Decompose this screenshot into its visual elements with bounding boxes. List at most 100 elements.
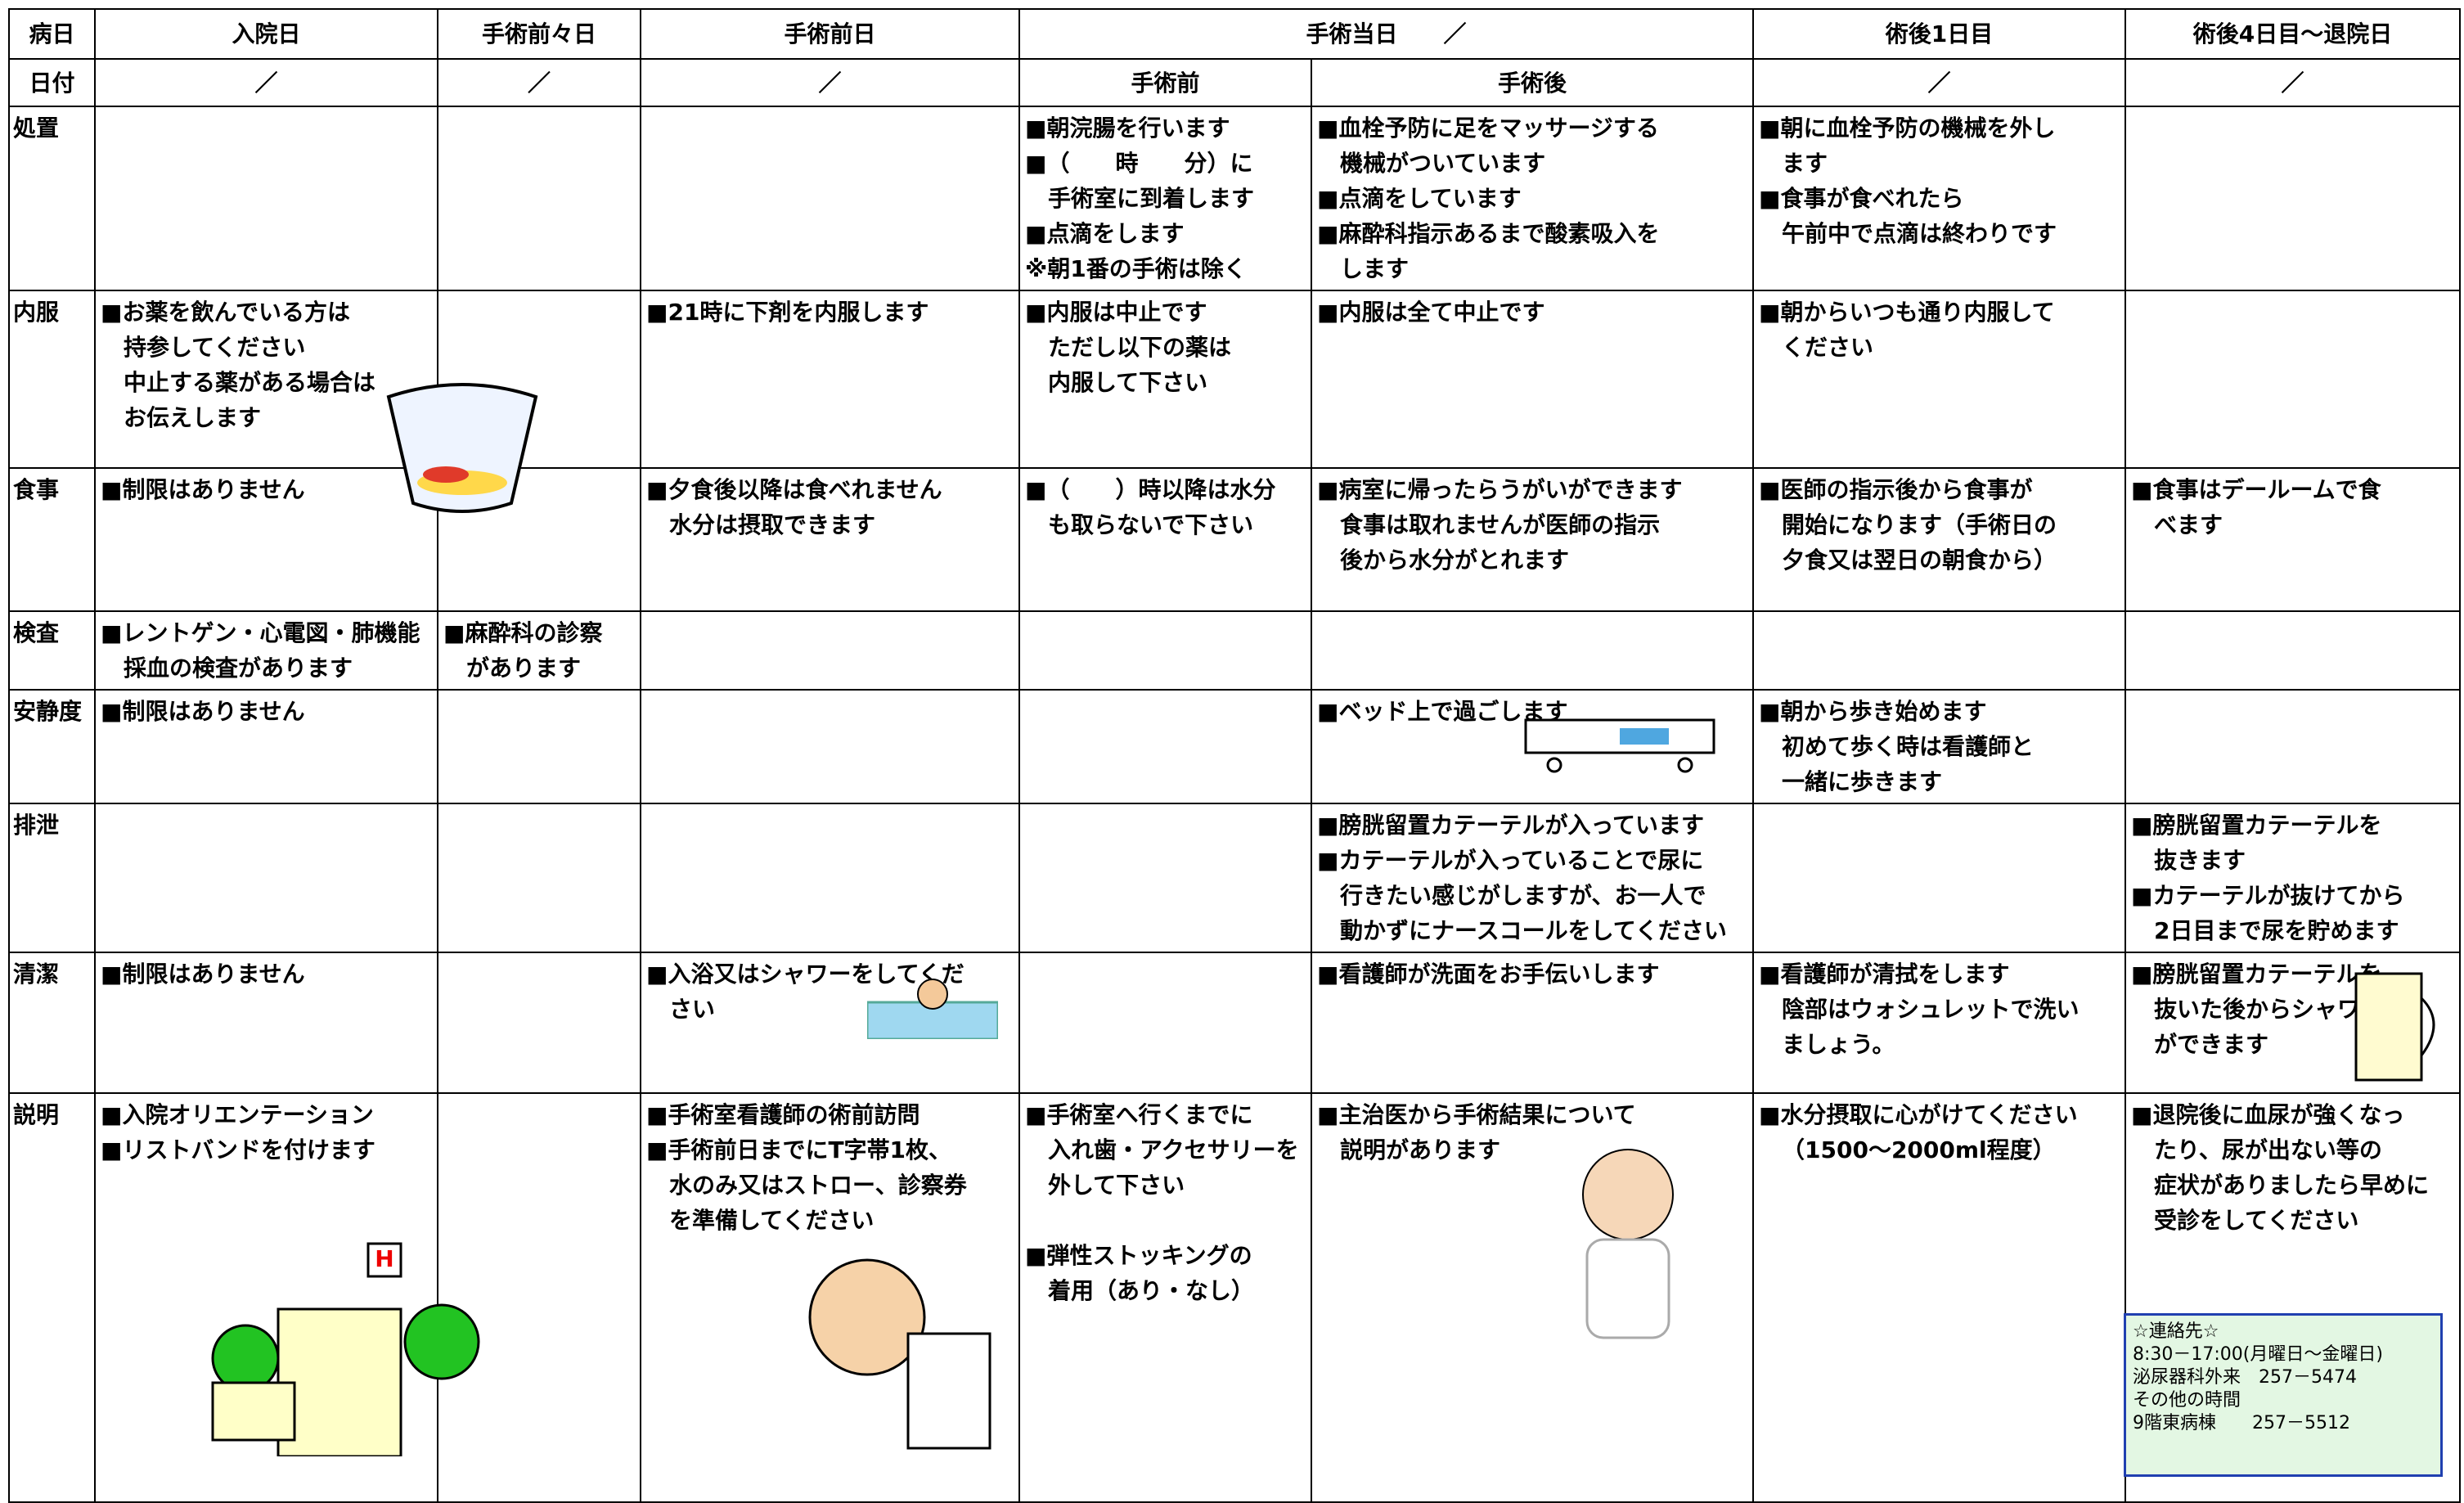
cell-line: 着用（あり・なし） [1048,1277,1255,1304]
cell: ■膀胱留置カテーテルが入っています ■カテーテルが入っていることで尿に 行きたい感じ… [1310,803,1755,953]
cell-line: （1500～2000ml程度） [1782,1136,2056,1163]
cell: ■お薬を飲んでいる方は 持参してください 中止する薬がある場合は お伝えします [94,290,438,469]
cell-line: ■朝に血栓予防の機械を外し [1759,115,2056,142]
cell-line: 抜いた後からシャワー [2154,996,2384,1023]
cell [1018,610,1312,691]
cell-line: ■手術室看護師の術前訪問 [646,1101,920,1128]
bath-illustration [867,979,998,1039]
cell-line: を準備してください [669,1207,875,1234]
cell: ■内服は中止です ただし以下の薬は 内服して下さい [1018,290,1312,469]
cell: ■食事はデールームで食 べます [2125,467,2462,612]
cell [437,952,641,1094]
cell [2125,290,2462,469]
nurse-illustration [808,1258,991,1450]
cell-line: 持参してください [124,334,306,361]
header-cell: 病日 [8,8,96,60]
pathway-row: 内服 ■お薬を飲んでいる方は 持参してください 中止する薬がある場合は お伝えします ■2… [8,290,2462,469]
cell-line: ■手術室へ行くまでに [1025,1101,1253,1128]
contact-line: 9階東病棟 257－5512 [2133,1413,2350,1433]
header-cell: ／ [1752,58,2127,107]
paragraph: ■主治医から手術結果について 説明があります [1317,1097,1747,1168]
cell-line: 外して下さい [1048,1172,1185,1199]
paragraph: ■膀胱留置カテーテルを 抜きます ■カテーテルが抜けてから 2日目まで尿を貯めます [2131,808,2454,948]
header-row: 病日 入院日 手術前々日 手術前日 手術当日 ／術後1日目 術後4日目～退院日 [8,8,2462,60]
cell-line: たり、尿が出ない等の [2154,1136,2382,1163]
cell-line: ■弾性ストッキングの [1025,1242,1252,1269]
date-row: 日付／／／手術前 手術後／／ [8,58,2462,107]
cell-line: ■内服は中止です [1025,299,1207,326]
hospital-illustration: H [211,1242,480,1456]
header-cell: ／ [2125,58,2462,107]
paragraph: ■水分摂取に心がけてください （1500～2000ml程度） [1759,1097,2120,1168]
cell-line: ■食事が食べれたら [1759,185,1964,212]
cell: ■朝浣腸を行います ■（ 時 分）に 手術室に到着します ■点滴をします ※朝1番の手術… [1018,106,1312,291]
cell: ■夕食後以降は食べれません 水分は摂取できます [640,467,1020,612]
pathway-row: 清潔 ■制限はありません ■入浴又はシャワーをしてくだ さい ■看護師が洗面をお手伝いし… [8,952,2462,1094]
cell-line: があります [466,655,582,682]
cell: ■水分摂取に心がけてください （1500～2000ml程度） [1752,1092,2127,1503]
cell-line: ■リストバンドを付けます [101,1136,375,1163]
cell-line: ■病室に帰ったらうがいができます [1317,476,1683,503]
header-cell: 入院日 [94,8,438,60]
cell-line: ■21時に下剤を内服します [646,299,929,326]
header-cell: 日付 [8,58,96,107]
cell-line: ます [1782,150,1828,177]
cell-line: ■主治医から手術結果について [1317,1101,1636,1128]
cell [640,106,1020,291]
paragraph: ■血栓予防に足をマッサージする 機械がついています ■点滴をしています ■麻酔科指示あ… [1317,110,1747,286]
cell-line: さい [669,996,716,1023]
cell-line: 水のみ又はストロー、診察券 [669,1172,967,1199]
cell-line: べます [2154,511,2223,538]
doctor-illustration [1582,1149,1674,1339]
contact-line: 8:30－17:00(月曜日～金曜日) [2133,1344,2383,1365]
cell [1310,610,1755,691]
cell-line: ただし以下の薬は [1048,334,1232,361]
cell-line: ■入院オリエンテーション [101,1101,374,1128]
header-cell: 手術前 [1018,58,1312,107]
paragraph: ■お薬を飲んでいる方は 持参してください 中止する薬がある場合は お伝えします [101,295,432,435]
cell: ■制限はありません [94,467,438,612]
cell: ■朝からいつも通り内服して ください [1752,290,2127,469]
cell-line: ■制限はありません [101,698,305,725]
cell: ■医師の指示後から食事が 開始になります（手術日の 夕食又は翌日の朝食から） [1752,467,2127,612]
cell: ■主治医から手術結果について 説明があります [1310,1092,1755,1503]
contact-box: ☆連絡先☆ 8:30－17:00(月曜日～金曜日) 泌尿器科外来 257－5474 そ… [2124,1313,2443,1477]
cell [94,803,438,953]
pathway-row: 安静度 ■制限はありません ■ベッド上で過ごします ■朝から歩き始めます 初めて歩く時は… [8,689,2462,804]
header-cell: ／ [640,58,1020,107]
cell [1018,803,1312,953]
cell-line: 手術室に到着します [1048,185,1255,212]
cell-line: します [1340,255,1410,282]
cell-line: ■膀胱留置カテーテルを [2131,961,2382,988]
paragraph: ■制限はありません [101,956,432,992]
cell [437,1092,641,1503]
cell: ■内服は全て中止です [1310,290,1755,469]
cell-line: 症状がありましたら早めに [2154,1172,2430,1199]
pathway-table: 病日 入院日 手術前々日 手術前日 手術当日 ／術後1日目 術後4日目～退院日 日付／／／手… [8,8,2462,1503]
cell-line: ください [1782,334,1874,361]
cell-line: ■手術前日までにT字帯1枚、 [646,1136,952,1163]
cell: ■看護師が清拭をします 陰部はウォシュレットで洗い ましょう。 [1752,952,2127,1094]
cell-line: 後から水分がとれます [1340,547,1570,574]
cell-line: 受診をしてください [2154,1207,2359,1234]
cell: ■21時に下剤を内服します [640,290,1020,469]
paragraph: ■朝に血栓予防の機械を外し ます ■食事が食べれたら 午前中で点滴は終わりです [1759,110,2120,251]
cell-line: ■（ 時 分）に [1025,150,1253,177]
cell [1018,689,1312,804]
paragraph: ■朝から歩き始めます 初めて歩く時は看護師と 一緒に歩きます [1759,694,2120,799]
cell-line: お伝えします [124,404,262,431]
cell-line: ■麻酔科の診察 [443,619,603,646]
cell-line: 行きたい感じがしますが、お一人で [1340,882,1706,909]
header-cell: 手術前々日 [437,8,641,60]
cell: ■レントゲン・心電図・肺機能 採血の検査があります [94,610,438,691]
cell [2125,610,2462,691]
header-cell: 手術前日 [640,8,1020,60]
paragraph: ■手術室看護師の術前訪問 ■手術前日までにT字帯1枚、水のみ又はストロー、診察券を… [646,1097,1014,1238]
cell-line: ■点滴をしています [1317,185,1522,212]
pathway-row: 説明 ■入院オリエンテーション ■リストバンドを付けます ■手術室看護師の術前訪問 ■手… [8,1092,2462,1503]
paragraph: ■内服は中止です ただし以下の薬は 内服して下さい [1025,295,1306,400]
paragraph: ■21時に下剤を内服します [646,295,1014,330]
cell: ■麻酔科の診察 があります [437,610,641,691]
cell [437,689,641,804]
paragraph: ■医師の指示後から食事が 開始になります（手術日の 夕食又は翌日の朝食から） [1759,472,2120,578]
